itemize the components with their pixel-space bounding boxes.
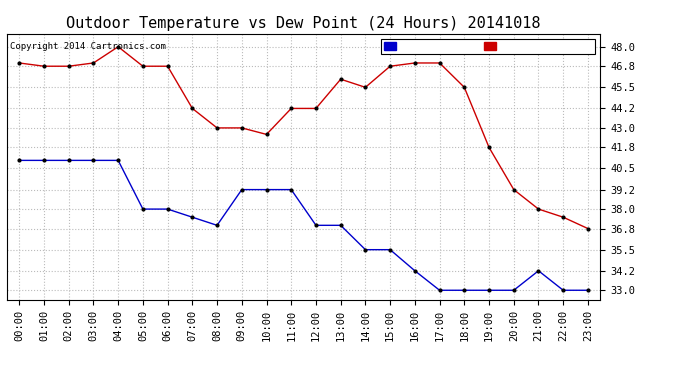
Title: Outdoor Temperature vs Dew Point (24 Hours) 20141018: Outdoor Temperature vs Dew Point (24 Hou… bbox=[66, 16, 541, 31]
Legend: Dew Point (°F), Temperature (°F): Dew Point (°F), Temperature (°F) bbox=[382, 39, 595, 54]
Text: Copyright 2014 Cartronics.com: Copyright 2014 Cartronics.com bbox=[10, 42, 166, 51]
